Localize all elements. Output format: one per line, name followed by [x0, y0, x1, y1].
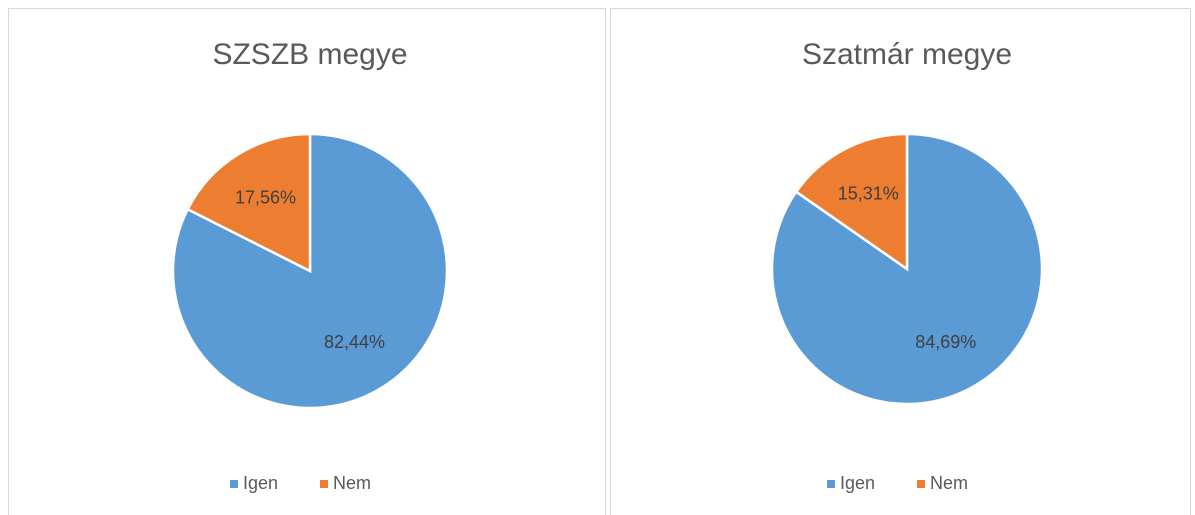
data-label: 15,31% — [838, 184, 899, 204]
pie-slice — [186, 132, 312, 274]
panel-border — [610, 8, 1191, 515]
data-label: 17,56% — [235, 187, 296, 207]
data-label: 84,69% — [915, 332, 976, 352]
data-label: 82,44% — [324, 332, 385, 352]
chart-title: SZSZB megye — [212, 38, 407, 71]
legend-marker — [230, 480, 238, 488]
pie-slice — [794, 132, 909, 272]
panel-border — [8, 8, 606, 515]
legend-marker — [917, 480, 925, 488]
legend-label: Nem — [333, 473, 371, 493]
legend-label: Igen — [840, 473, 875, 493]
chart-title: Szatmár megye — [802, 38, 1012, 71]
legend-label: Nem — [930, 473, 968, 493]
legend-marker — [320, 480, 328, 488]
legend-label: Igen — [243, 473, 278, 493]
legend-marker — [827, 480, 835, 488]
